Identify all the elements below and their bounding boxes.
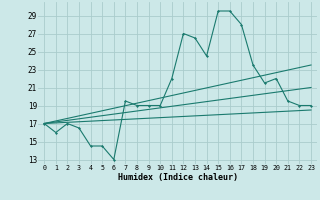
X-axis label: Humidex (Indice chaleur): Humidex (Indice chaleur) — [118, 173, 238, 182]
